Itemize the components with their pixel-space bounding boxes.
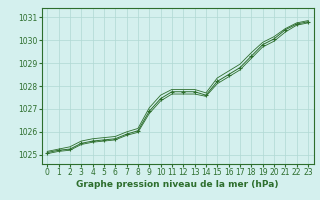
X-axis label: Graphe pression niveau de la mer (hPa): Graphe pression niveau de la mer (hPa) [76, 180, 279, 189]
